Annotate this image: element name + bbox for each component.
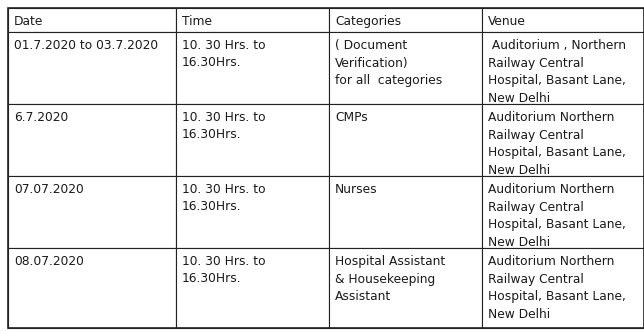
Text: Time: Time (182, 15, 212, 28)
Bar (482, 8, 644, 32)
Bar (176, 104, 329, 176)
Text: 10. 30 Hrs. to
16.30Hrs.: 10. 30 Hrs. to 16.30Hrs. (182, 255, 265, 286)
Bar (482, 104, 644, 176)
Bar (8, 248, 176, 328)
Bar (329, 8, 482, 32)
Bar (176, 8, 329, 32)
Text: 07.07.2020: 07.07.2020 (14, 183, 84, 196)
Bar (176, 32, 329, 104)
Bar (482, 248, 644, 328)
Text: Categories: Categories (335, 15, 401, 28)
Text: CMPs: CMPs (335, 111, 368, 124)
Text: Auditorium , Northern
Railway Central
Hospital, Basant Lane,
New Delhi: Auditorium , Northern Railway Central Ho… (488, 39, 626, 105)
Text: Date: Date (14, 15, 43, 28)
Bar (176, 248, 329, 328)
Text: 08.07.2020: 08.07.2020 (14, 255, 84, 268)
Text: Hospital Assistant
& Housekeeping
Assistant: Hospital Assistant & Housekeeping Assist… (335, 255, 445, 303)
Bar (329, 176, 482, 248)
Bar (8, 32, 176, 104)
Text: 10. 30 Hrs. to
16.30Hrs.: 10. 30 Hrs. to 16.30Hrs. (182, 39, 265, 70)
Bar (8, 8, 176, 32)
Text: 10. 30 Hrs. to
16.30Hrs.: 10. 30 Hrs. to 16.30Hrs. (182, 183, 265, 213)
Text: Auditorium Northern
Railway Central
Hospital, Basant Lane,
New Delhi: Auditorium Northern Railway Central Hosp… (488, 255, 626, 320)
Bar (8, 176, 176, 248)
Bar (329, 32, 482, 104)
Bar (482, 176, 644, 248)
Bar (329, 248, 482, 328)
Text: ( Document
Verification)
for all  categories: ( Document Verification) for all categor… (335, 39, 442, 87)
Text: 6.7.2020: 6.7.2020 (14, 111, 68, 124)
Text: Nurses: Nurses (335, 183, 377, 196)
Text: Auditorium Northern
Railway Central
Hospital, Basant Lane,
New Delhi: Auditorium Northern Railway Central Hosp… (488, 111, 626, 176)
Text: Auditorium Northern
Railway Central
Hospital, Basant Lane,
New Delhi: Auditorium Northern Railway Central Hosp… (488, 183, 626, 249)
Text: Venue: Venue (488, 15, 526, 28)
Bar (329, 104, 482, 176)
Text: 10. 30 Hrs. to
16.30Hrs.: 10. 30 Hrs. to 16.30Hrs. (182, 111, 265, 141)
Bar (176, 176, 329, 248)
Text: 01.7.2020 to 03.7.2020: 01.7.2020 to 03.7.2020 (14, 39, 158, 52)
Bar (482, 32, 644, 104)
Bar (8, 104, 176, 176)
